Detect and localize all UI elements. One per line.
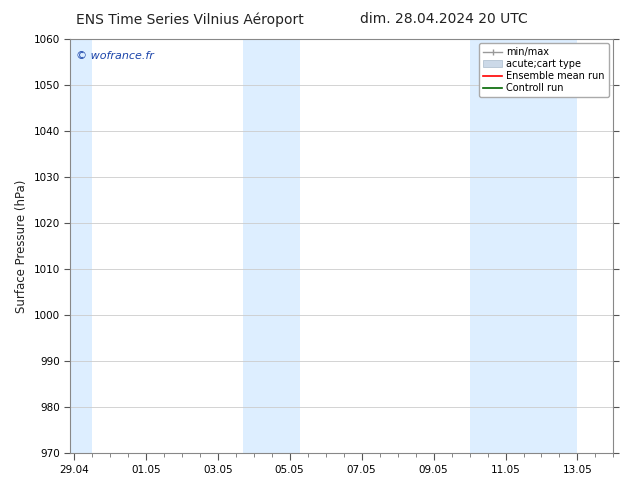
Y-axis label: Surface Pressure (hPa): Surface Pressure (hPa) <box>15 179 28 313</box>
Bar <box>243 39 301 453</box>
Legend: min/max, acute;cart type, Ensemble mean run, Controll run: min/max, acute;cart type, Ensemble mean … <box>479 44 609 97</box>
Bar <box>470 39 578 453</box>
Text: ENS Time Series Vilnius Aéroport: ENS Time Series Vilnius Aéroport <box>76 12 304 27</box>
Text: dim. 28.04.2024 20 UTC: dim. 28.04.2024 20 UTC <box>360 12 527 26</box>
Text: © wofrance.fr: © wofrance.fr <box>75 51 153 61</box>
Bar <box>70 39 92 453</box>
